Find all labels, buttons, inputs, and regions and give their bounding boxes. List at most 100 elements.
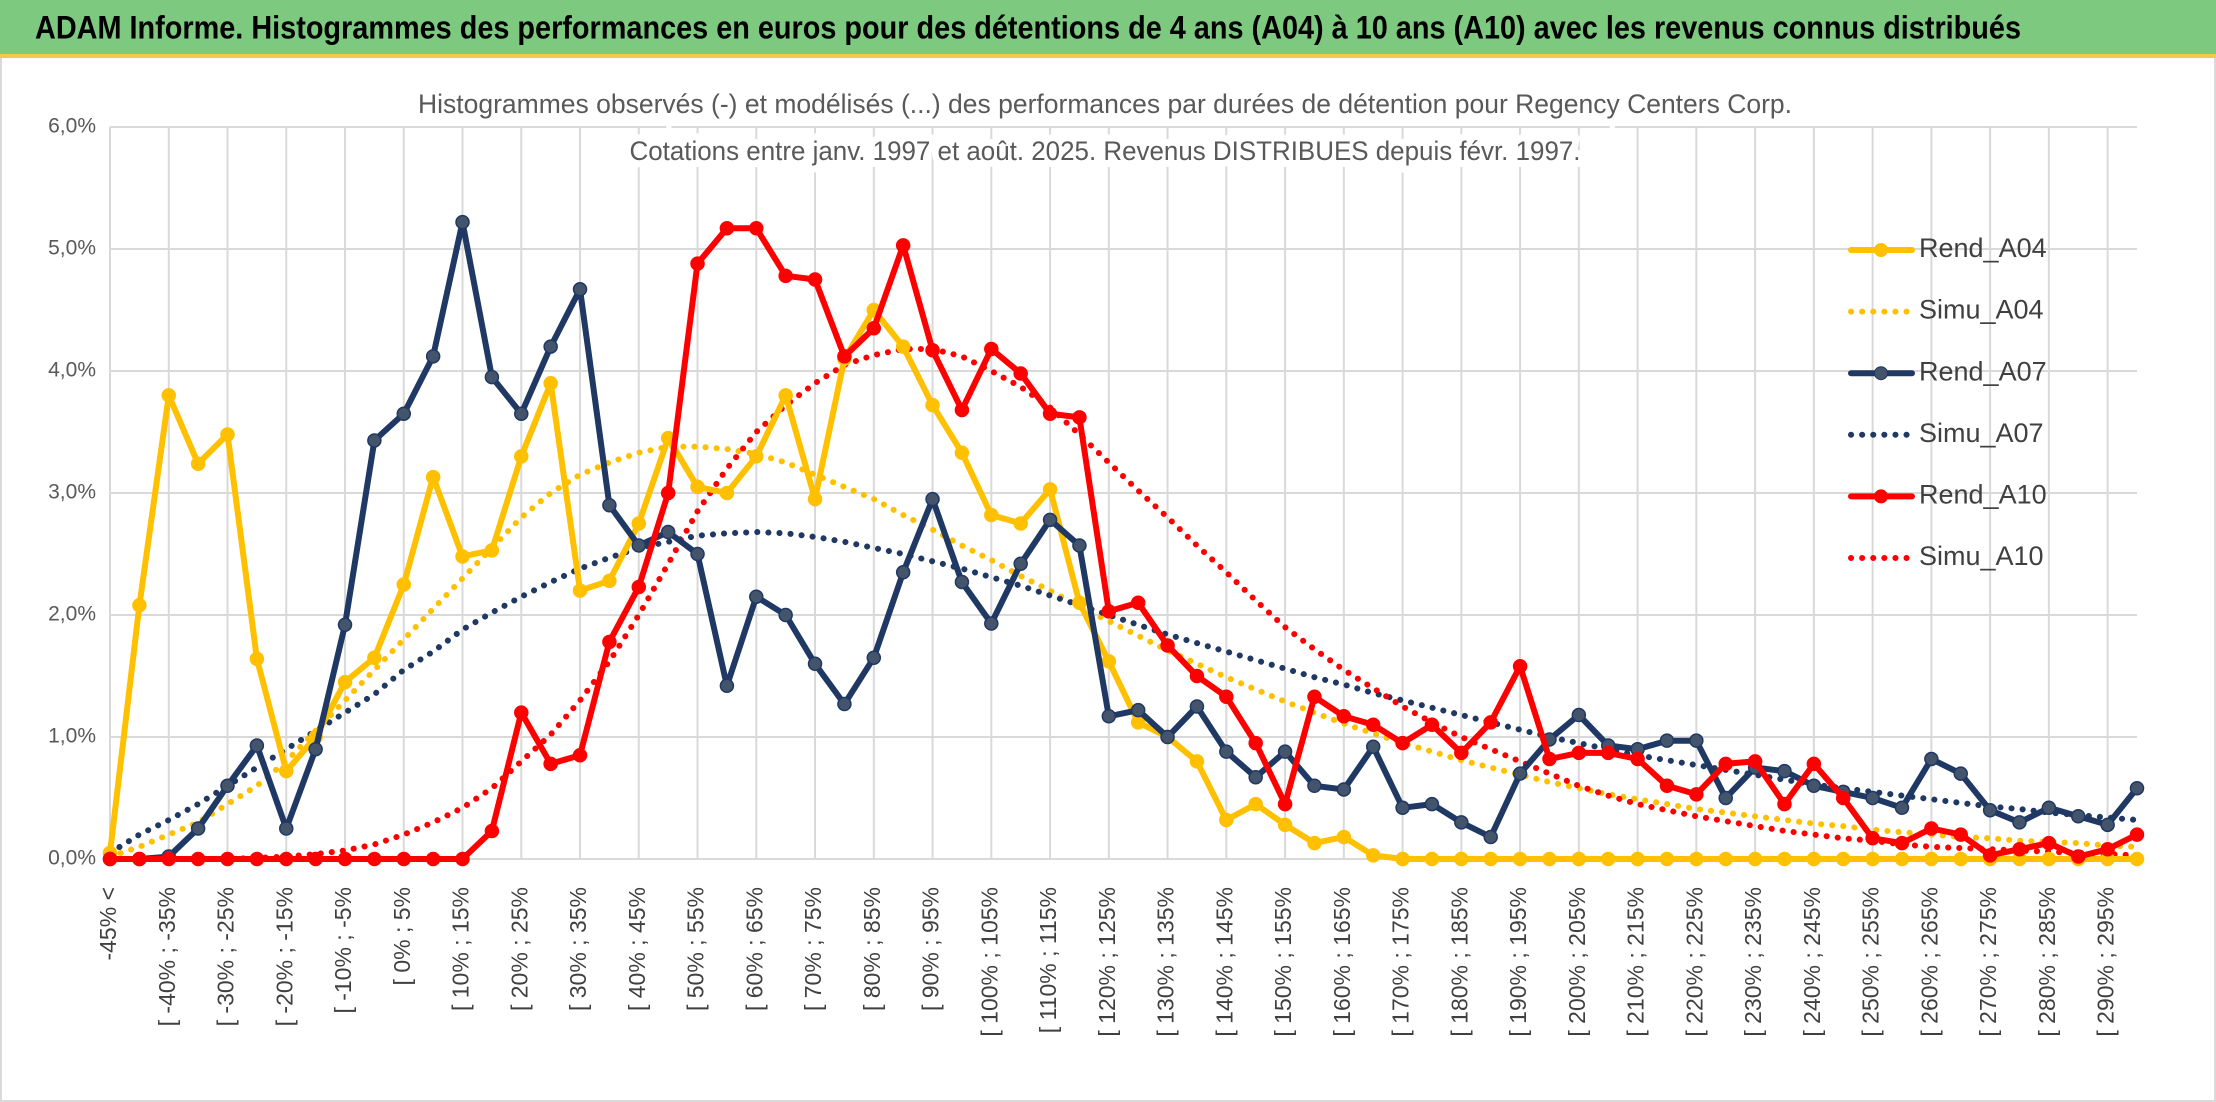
- point: [895, 565, 911, 580]
- x-tick-label: [ 150% ; 155%: [1270, 887, 1296, 1037]
- point: [984, 341, 999, 357]
- point: [837, 349, 852, 364]
- point: [190, 821, 206, 836]
- x-tick-label: [ 280% ; 285%: [2034, 887, 2060, 1037]
- point: [514, 406, 529, 421]
- point: [1189, 754, 1205, 769]
- point: [1689, 787, 1704, 802]
- point: [337, 851, 353, 867]
- point: [1571, 707, 1587, 723]
- legend-label: Rend_A10: [1919, 480, 2047, 510]
- point: [2129, 851, 2145, 867]
- point: [631, 579, 647, 595]
- point: [1307, 778, 1322, 794]
- point: [1777, 796, 1792, 812]
- point: [1277, 796, 1293, 812]
- point: [690, 479, 705, 495]
- point: [425, 851, 441, 867]
- legend-label: Rend_A04: [1919, 233, 2047, 263]
- point: [1277, 817, 1293, 833]
- point: [2041, 851, 2057, 867]
- point: [1189, 699, 1205, 714]
- y-tick-label: 1,0%: [48, 725, 96, 748]
- x-tick-label: [ 100% ; 105%: [976, 887, 1002, 1037]
- x-tick-label: [ 90% ; 95%: [918, 887, 944, 1011]
- point: [1982, 848, 1998, 863]
- point: [1101, 604, 1117, 619]
- point: [220, 851, 235, 867]
- point: [954, 402, 970, 418]
- point: [984, 507, 999, 523]
- point: [367, 650, 382, 665]
- y-tick-label: 2,0%: [48, 603, 96, 626]
- point: [2012, 815, 2027, 830]
- point: [572, 583, 588, 598]
- chart-subtitle: Cotations entre janv. 1997 et août. 2025…: [630, 136, 1581, 166]
- point: [1718, 790, 1733, 806]
- x-tick-label: [ 0% ; 5%: [389, 887, 415, 985]
- x-tick-label: [ -10% ; -5%: [330, 887, 356, 1014]
- point: [895, 238, 911, 253]
- point: [1189, 668, 1205, 684]
- legend-label: Simu_A04: [1919, 295, 2044, 325]
- point: [2129, 827, 2145, 842]
- point: [1600, 745, 1616, 761]
- point: [837, 696, 852, 712]
- point: [954, 574, 970, 590]
- x-tick-label: [ 130% ; 135%: [1153, 887, 1179, 1037]
- point: [1042, 512, 1058, 528]
- point: [1571, 745, 1587, 761]
- point: [807, 491, 823, 507]
- x-tick-label: [ -30% ; -25%: [213, 887, 239, 1026]
- x-tick-label: [ 260% ; 265%: [1916, 887, 1942, 1037]
- point: [484, 823, 500, 839]
- point: [161, 388, 177, 403]
- point: [1777, 851, 1792, 867]
- point: [866, 321, 882, 336]
- point: [1219, 689, 1234, 704]
- point: [1806, 851, 1822, 867]
- point: [1219, 744, 1234, 759]
- point: [1395, 851, 1410, 867]
- point: [749, 221, 764, 236]
- point: [2070, 849, 2086, 864]
- point: [749, 589, 764, 604]
- x-tick-label: [ 120% ; 125%: [1094, 887, 1120, 1037]
- banner-rule: [0, 54, 2216, 58]
- point: [2129, 780, 2145, 796]
- point: [1718, 756, 1733, 772]
- point: [132, 851, 147, 867]
- point: [102, 851, 118, 867]
- point: [455, 549, 470, 564]
- x-tick-label: [ 180% ; 185%: [1446, 887, 1472, 1037]
- point: [1630, 751, 1645, 767]
- point: [132, 597, 147, 613]
- point: [1248, 770, 1263, 785]
- x-tick-label: [ 160% ; 165%: [1329, 887, 1355, 1037]
- x-tick-label: [ 20% ; 25%: [506, 887, 532, 1011]
- point: [1512, 851, 1528, 867]
- point: [1424, 796, 1440, 812]
- point: [1924, 751, 1939, 767]
- point: [925, 343, 940, 358]
- point: [1924, 851, 1939, 867]
- legend-label: Rend_A07: [1919, 356, 2047, 386]
- point: [425, 469, 441, 485]
- point: [1277, 744, 1293, 759]
- point: [514, 705, 529, 720]
- point: [2100, 817, 2115, 833]
- x-tick-label: [ 250% ; 255%: [1858, 887, 1884, 1037]
- series-line: [107, 225, 2140, 862]
- point: [1248, 735, 1263, 751]
- point: [1336, 782, 1352, 797]
- point: [396, 406, 412, 421]
- point: [249, 738, 265, 753]
- point: [1542, 851, 1557, 867]
- y-tick-label: 4,0%: [48, 359, 96, 382]
- point: [425, 349, 441, 364]
- point: [1600, 851, 1616, 867]
- point: [2070, 809, 2086, 824]
- point: [1424, 717, 1440, 733]
- point: [190, 851, 206, 867]
- point: [1248, 796, 1263, 812]
